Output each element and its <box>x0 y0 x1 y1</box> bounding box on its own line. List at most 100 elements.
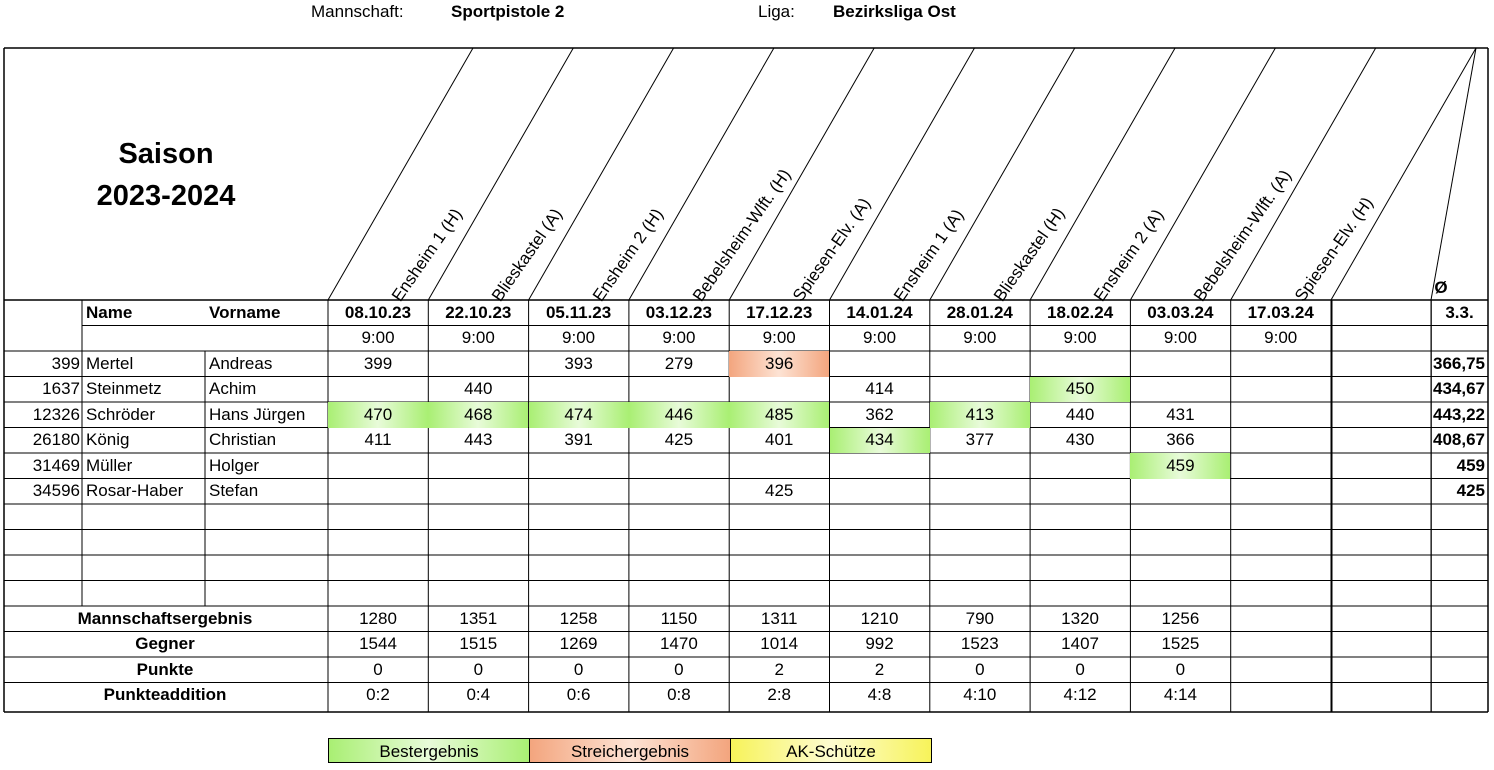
opponent-header: Blieskastel (H) <box>989 204 1069 305</box>
player-name: Rosar-Haber <box>86 481 184 500</box>
grid-line <box>728 47 875 301</box>
score-cell: 446 <box>664 404 694 424</box>
date-header: 08.10.23 <box>344 302 412 322</box>
summary-value: 1269 <box>559 634 598 653</box>
score-cell: 450 <box>1065 379 1095 398</box>
score-cell: 443 <box>464 430 493 449</box>
time-cell: 9:00 <box>1063 328 1097 347</box>
date-header: 18.02.24 <box>1047 302 1114 322</box>
summary-value: 4:14 <box>1163 685 1197 704</box>
time-cell: 9:00 <box>662 328 696 347</box>
grid-line <box>1129 47 1276 301</box>
time-cell: 9:00 <box>963 328 997 347</box>
summary-value: 790 <box>965 608 994 628</box>
column-header-firstname: Vorname <box>209 302 281 322</box>
score-cell: 401 <box>765 430 794 449</box>
opponent-header: Bebelsheim-Wlft. (H) <box>688 165 795 305</box>
score-cell: 470 <box>363 404 393 424</box>
best-score-highlight <box>1130 453 1231 479</box>
score-cell: 485 <box>765 404 794 424</box>
summary-value: 1320 <box>1061 608 1099 628</box>
summary-value: 1150 <box>660 608 698 628</box>
summary-label: Punkteaddition <box>103 685 227 704</box>
grid-line <box>829 47 975 301</box>
player-name: König <box>86 430 130 449</box>
player-name: Steinmetz <box>86 379 162 398</box>
best-score-highlight <box>528 402 629 428</box>
summary-value: 1311 <box>760 608 798 628</box>
score-cell: 399 <box>363 353 393 373</box>
player-firstname: Stefan <box>209 481 259 500</box>
summary-value: 1258 <box>559 608 598 628</box>
score-cell: 393 <box>564 353 593 373</box>
date-header: 03.03.24 <box>1147 302 1214 322</box>
score-cell: 468 <box>464 404 493 424</box>
time-cell: 9:00 <box>461 328 495 347</box>
date-header: 14.01.24 <box>846 302 913 322</box>
summary-label: Punkte <box>136 659 194 679</box>
opponent-header: Ensheim 1 (A) <box>889 205 967 305</box>
player-average: 434,67 <box>1433 379 1485 398</box>
score-cell: 459 <box>1166 455 1195 475</box>
summary-value: 0:4 <box>466 685 491 704</box>
average-symbol: Ø <box>1434 278 1448 297</box>
opponent-header: Ensheim 1 (H) <box>388 205 466 305</box>
season-line1: Saison <box>118 138 214 170</box>
summary-value: 1014 <box>760 634 799 653</box>
player-firstname: Hans Jürgen <box>209 404 306 424</box>
summary-value: 0 <box>1175 659 1186 679</box>
player-id: 1637 <box>42 379 80 398</box>
time-cell: 9:00 <box>862 328 897 347</box>
column-header-average: 3.3. <box>1445 302 1474 322</box>
summary-value: 0 <box>1075 659 1085 679</box>
summary-value: 992 <box>865 634 894 653</box>
time-cell: 9:00 <box>1264 328 1298 347</box>
date-header: 22.10.23 <box>445 302 512 322</box>
legend-best: Bestergebnis <box>328 738 530 763</box>
time-cell: 9:00 <box>562 328 596 347</box>
column-header-name: Name <box>86 302 133 322</box>
opponent-header: Spiesen-Elv. (A) <box>789 194 875 305</box>
player-firstname: Holger <box>209 455 260 475</box>
summary-value: 1280 <box>359 608 397 628</box>
best-score-highlight <box>428 402 529 428</box>
score-cell: 425 <box>664 430 694 449</box>
date-header: 17.12.23 <box>746 302 813 322</box>
score-cell: 474 <box>564 404 593 424</box>
player-id: 399 <box>51 353 80 373</box>
summary-value: 0 <box>373 659 383 679</box>
grid-line <box>327 47 474 301</box>
league-value: Bezirksliga Ost <box>833 2 956 21</box>
score-cell: 391 <box>564 430 593 449</box>
legend-strike: Streichergebnis <box>529 738 731 763</box>
summary-value: 1523 <box>960 634 999 653</box>
date-header: 28.01.24 <box>946 302 1013 322</box>
best-score-highlight <box>328 402 428 428</box>
player-firstname: Christian <box>209 430 277 449</box>
opponent-header: Bebelsheim-Wlft. (A) <box>1190 166 1296 305</box>
player-average: 443,22 <box>1433 404 1485 424</box>
team-value: Sportpistole 2 <box>451 2 565 21</box>
player-firstname: Andreas <box>209 353 273 373</box>
summary-value: 0 <box>674 659 684 679</box>
player-firstname: Achim <box>209 379 257 398</box>
score-cell: 366 <box>1166 430 1195 449</box>
summary-value: 0 <box>975 659 985 679</box>
score-cell: 431 <box>1166 404 1195 424</box>
summary-value: 2:8 <box>767 685 791 704</box>
date-header: 03.12.23 <box>645 302 712 322</box>
summary-value: 4:8 <box>867 685 892 704</box>
score-cell: 413 <box>965 404 994 424</box>
opponent-header: Ensheim 2 (H) <box>588 205 667 305</box>
player-id: 31469 <box>32 455 80 475</box>
time-cell: 9:00 <box>762 328 796 347</box>
best-score-highlight <box>628 402 729 428</box>
date-header: 17.03.24 <box>1247 302 1314 322</box>
opponent-header: Blieskastel (A) <box>488 205 567 305</box>
summary-value: 1515 <box>459 634 498 653</box>
league-label: Liga: <box>758 2 795 21</box>
summary-value: 1544 <box>359 634 397 653</box>
summary-value: 1210 <box>860 608 899 628</box>
score-cell: 440 <box>464 379 493 398</box>
grid-line <box>1430 47 1477 301</box>
